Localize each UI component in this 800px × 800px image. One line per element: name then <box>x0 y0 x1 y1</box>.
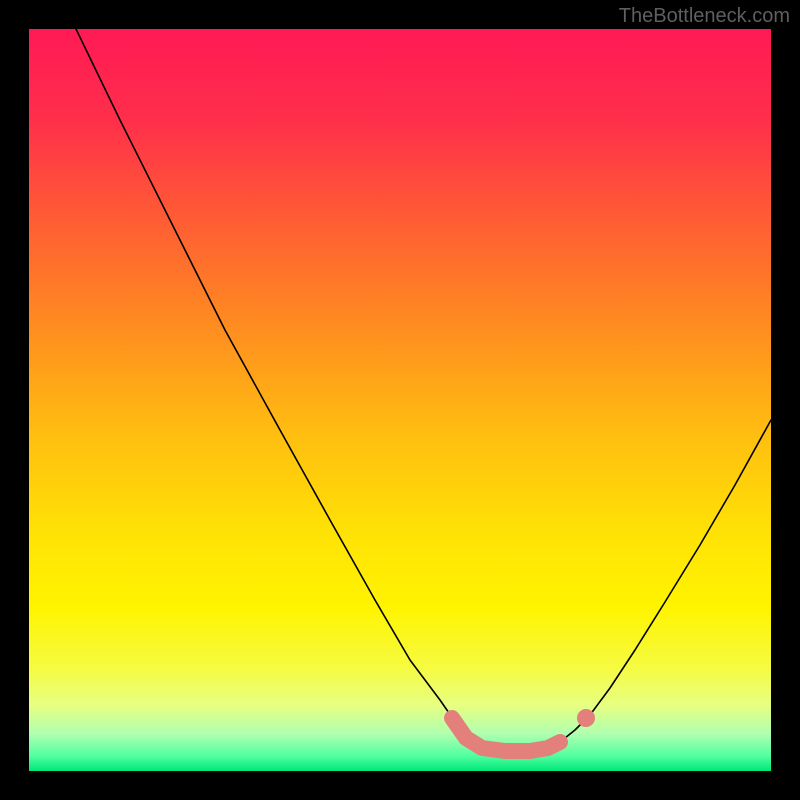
chart-root: TheBottleneck.com <box>0 0 800 800</box>
highlight-dot <box>577 709 595 727</box>
attribution-text: TheBottleneck.com <box>619 5 790 27</box>
plot-area <box>29 29 771 771</box>
chart-svg: TheBottleneck.com <box>0 0 800 800</box>
